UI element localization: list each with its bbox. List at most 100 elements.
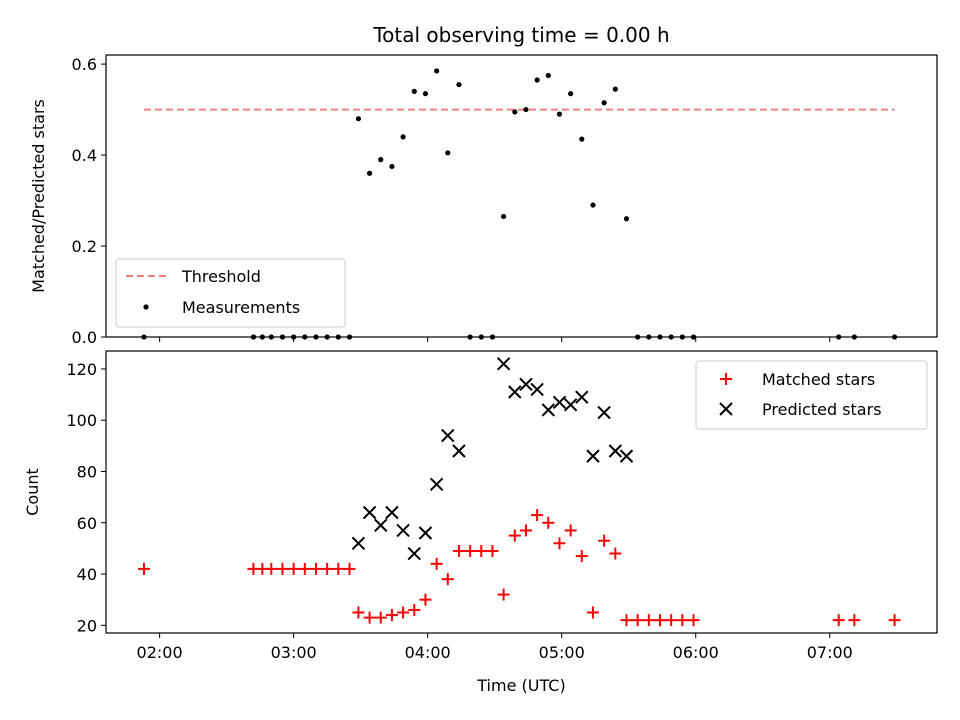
matched-star-point bbox=[542, 516, 555, 529]
measurement-point bbox=[623, 216, 630, 222]
matched-star-point bbox=[475, 544, 488, 557]
count-y-tick-label: 100 bbox=[66, 411, 97, 430]
ratio-panel: 0.0 0.2 0.4 0.6 Matched/Predicted stars Thr… bbox=[29, 54, 938, 347]
count-y-tick-label: 80 bbox=[77, 462, 97, 481]
predicted-star-point bbox=[508, 385, 522, 399]
matched-star-point bbox=[419, 593, 432, 606]
matched-star-point bbox=[441, 573, 454, 586]
x-tick-label: 04:00 bbox=[405, 643, 451, 662]
x-tick-label: 03:00 bbox=[271, 643, 317, 662]
measurement-point bbox=[590, 202, 596, 208]
matched-star-point bbox=[486, 544, 499, 557]
measurement-point bbox=[601, 100, 607, 106]
predicted-star-point bbox=[418, 526, 433, 540]
x-tick-label: 02:00 bbox=[137, 643, 183, 662]
matched-star-point bbox=[553, 537, 566, 550]
count-x-ticks: 02:00 03:00 04:00 05:00 06:00 07:00 bbox=[137, 633, 853, 662]
count-plot-area bbox=[137, 357, 901, 627]
predicted-star-point bbox=[441, 428, 455, 443]
matched-star-point bbox=[508, 529, 521, 542]
measurement-point bbox=[445, 150, 451, 156]
legend-predicted-label: Predicted stars bbox=[762, 400, 882, 419]
predicted-star-point bbox=[563, 398, 578, 412]
matched-star-point bbox=[385, 609, 398, 622]
measurement-point bbox=[579, 136, 585, 142]
matched-star-point bbox=[321, 562, 334, 575]
measurement-point bbox=[512, 109, 518, 115]
predicted-star-point bbox=[407, 546, 421, 561]
matched-star-point bbox=[575, 550, 588, 563]
count-y-ticks: 20 40 60 80 100 120 bbox=[66, 360, 106, 635]
ratio-x-ticks bbox=[159, 337, 831, 342]
predicted-star-point bbox=[575, 390, 589, 404]
predicted-star-point bbox=[374, 518, 388, 533]
matched-star-point bbox=[620, 614, 633, 627]
predicted-star-point bbox=[496, 357, 511, 371]
count-y-tick-label: 40 bbox=[77, 565, 97, 584]
matched-star-point bbox=[287, 562, 300, 575]
count-y-axis-label: Count bbox=[23, 468, 42, 516]
ratio-y-axis-label: Matched/Predicted stars bbox=[29, 99, 48, 293]
legend-predicted-swatch bbox=[719, 402, 733, 416]
measurement-point bbox=[612, 86, 618, 92]
matched-star-point bbox=[676, 614, 689, 627]
predicted-star-point bbox=[608, 444, 623, 458]
measurement-point bbox=[534, 77, 540, 83]
predicted-star-point bbox=[385, 505, 399, 520]
measurement-point bbox=[545, 72, 551, 79]
x-tick-label: 05:00 bbox=[539, 643, 585, 662]
count-axes-frame bbox=[105, 350, 938, 634]
matched-star-point bbox=[464, 544, 477, 557]
measurement-point bbox=[556, 111, 563, 117]
predicted-star-point bbox=[619, 449, 634, 463]
measurement-point bbox=[523, 106, 529, 113]
predicted-star-point bbox=[396, 523, 410, 538]
ratio-y-tick-label: 0.4 bbox=[72, 146, 97, 165]
ratio-y-tick-label: 0.6 bbox=[72, 55, 97, 74]
predicted-star-point bbox=[586, 449, 600, 463]
matched-star-point bbox=[564, 524, 577, 537]
predicted-star-point bbox=[552, 395, 567, 409]
legend-matched-swatch bbox=[720, 373, 732, 385]
matched-star-point bbox=[265, 562, 278, 575]
predicted-star-point bbox=[597, 405, 611, 420]
chart-title: Total observing time = 0.00 h bbox=[372, 23, 669, 47]
count-legend-box bbox=[695, 360, 928, 430]
matched-star-point bbox=[598, 534, 611, 547]
legend-measurements-label: Measurements bbox=[182, 298, 300, 317]
matched-star-point bbox=[609, 547, 622, 560]
ratio-legend-box bbox=[115, 258, 346, 328]
count-panel: 20 40 60 80 100 120 02:00 03:00 04:00 05:00 06:00… bbox=[23, 350, 938, 695]
matched-star-point bbox=[137, 562, 150, 575]
matched-star-point bbox=[298, 562, 311, 575]
matched-star-point bbox=[452, 544, 465, 557]
legend-threshold-label: Threshold bbox=[181, 267, 261, 286]
matched-star-point bbox=[665, 614, 678, 627]
predicted-star-point bbox=[452, 444, 466, 458]
matched-star-point bbox=[276, 562, 289, 575]
x-axis-label: Time (UTC) bbox=[476, 676, 565, 695]
x-tick-label: 06:00 bbox=[673, 643, 719, 662]
ratio-axes-frame bbox=[105, 54, 938, 338]
count-y-tick-label: 120 bbox=[66, 360, 97, 379]
ratio-legend: Threshold Measurements bbox=[115, 258, 346, 328]
matched-star-point bbox=[586, 606, 599, 619]
measurement-point bbox=[355, 116, 362, 122]
matched-star-point bbox=[654, 614, 666, 627]
matched-star-point bbox=[519, 524, 532, 537]
measurement-point bbox=[501, 213, 507, 220]
predicted-star-point bbox=[429, 477, 444, 492]
x-tick-label: 07:00 bbox=[807, 643, 853, 662]
matched-star-point bbox=[687, 614, 700, 627]
matched-star-point bbox=[309, 562, 322, 575]
predicted-star-point bbox=[530, 382, 544, 397]
predicted-star-point bbox=[362, 505, 377, 520]
matched-star-point bbox=[363, 611, 376, 624]
measurement-point bbox=[366, 170, 373, 176]
measurement-point bbox=[422, 91, 429, 97]
measurement-point bbox=[378, 157, 384, 163]
predicted-star-point bbox=[519, 377, 533, 392]
count-y-tick-label: 60 bbox=[77, 514, 97, 533]
matched-star-point bbox=[497, 588, 510, 601]
